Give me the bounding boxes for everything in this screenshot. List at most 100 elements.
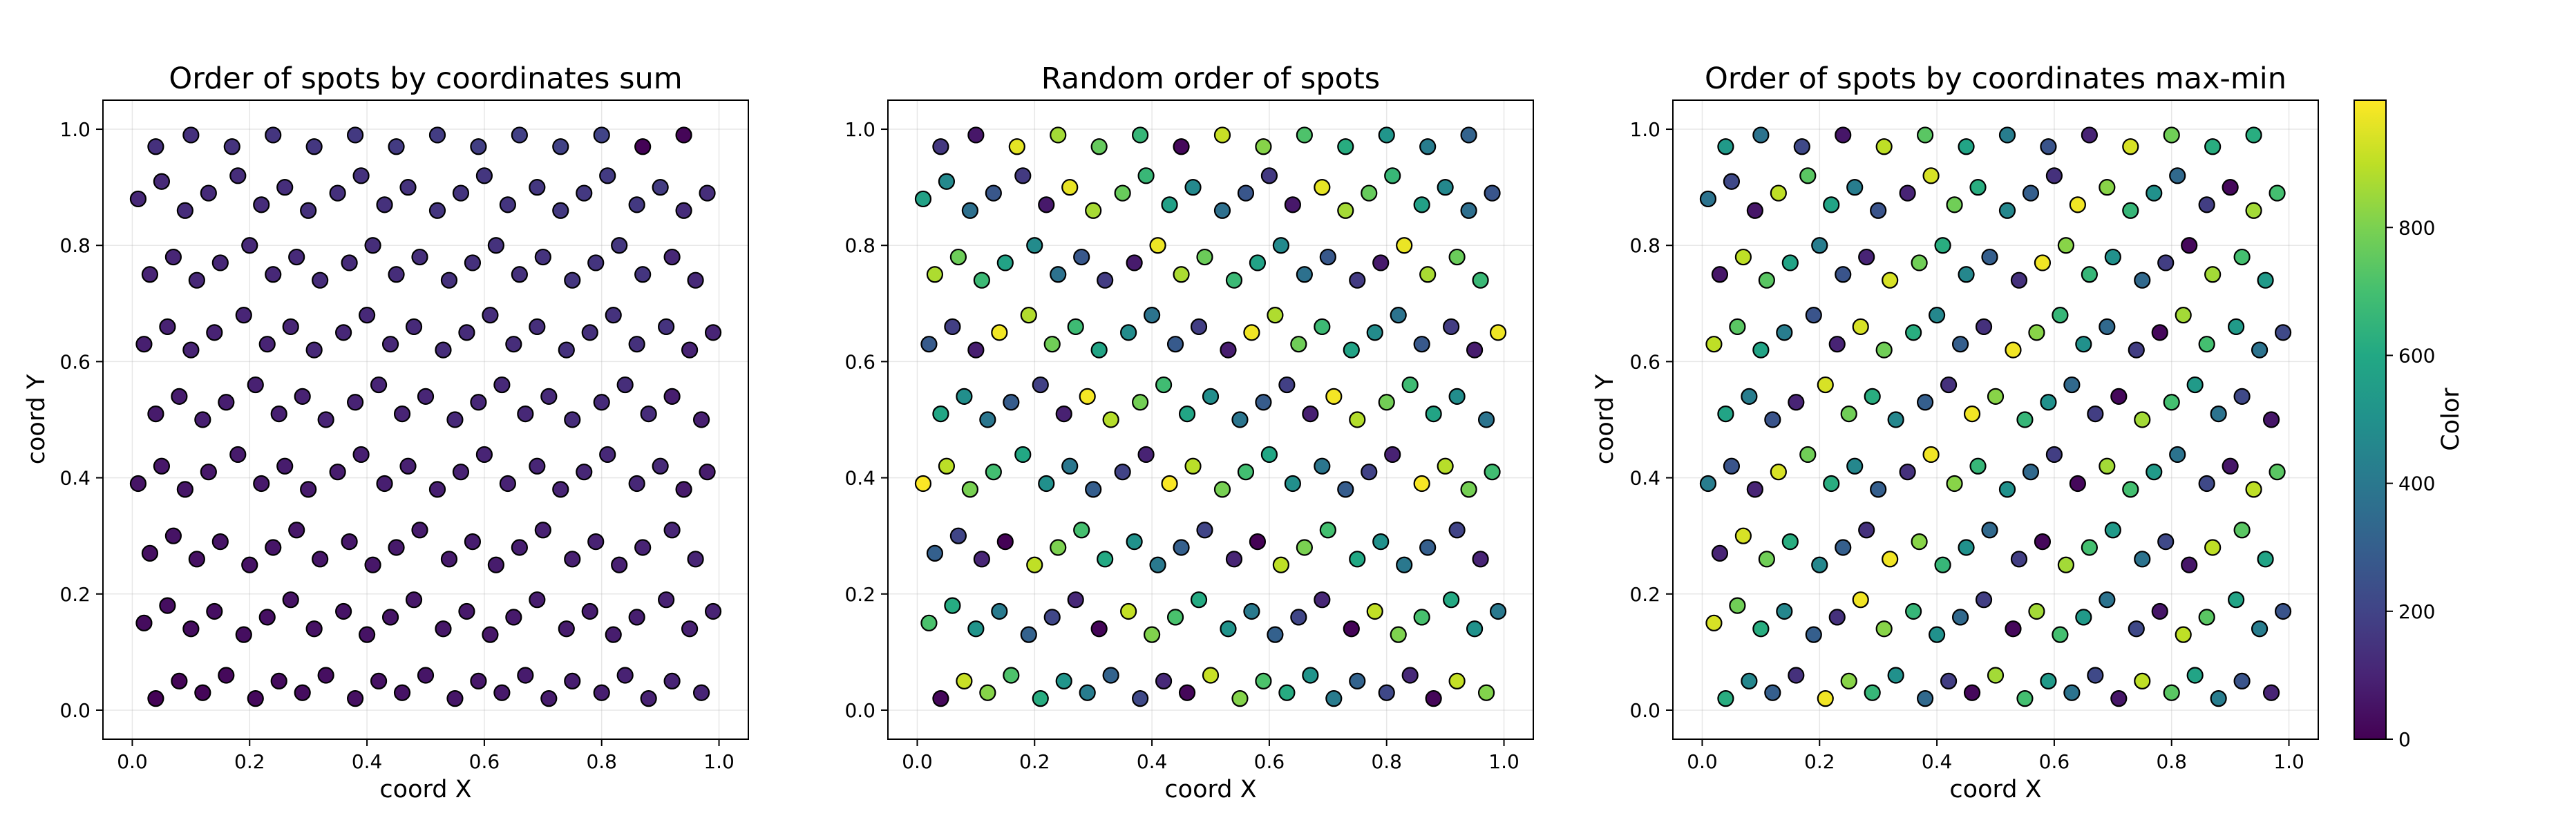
scatter-point xyxy=(305,138,323,155)
scatter-point xyxy=(932,690,949,707)
scatter-point xyxy=(564,271,581,289)
scatter-point xyxy=(1314,179,1331,196)
scatter-point xyxy=(1917,126,1934,144)
scatter-point xyxy=(581,324,598,341)
scatter-point xyxy=(1361,464,1378,481)
scatter-point xyxy=(335,602,352,620)
scatter-point xyxy=(2134,672,2151,690)
scatter-point xyxy=(1705,614,1723,631)
scatter-point xyxy=(1484,184,1501,202)
scatter-point xyxy=(1870,202,1887,219)
scatter-point xyxy=(2233,388,2251,405)
scatter-point xyxy=(1717,690,1734,707)
scatter-point xyxy=(991,324,1008,341)
scatter-point xyxy=(1788,394,1805,411)
scatter-point xyxy=(1014,446,1032,464)
scatter-point xyxy=(2198,609,2215,626)
scatter-point xyxy=(2075,336,2092,353)
scatter-point xyxy=(529,457,546,475)
scatter-point xyxy=(1284,196,1301,213)
scatter-point xyxy=(1840,405,1857,423)
scatter-point xyxy=(2262,411,2280,428)
scatter-point xyxy=(1302,405,1319,423)
scatter-point xyxy=(1143,307,1161,324)
scatter-point xyxy=(182,620,200,638)
scatter-point xyxy=(487,556,504,573)
scatter-point xyxy=(1390,307,1407,324)
scatter-point xyxy=(1378,394,1395,411)
scatter-point xyxy=(973,271,990,289)
scatter-point xyxy=(2122,481,2139,498)
scatter-point xyxy=(2157,533,2175,551)
scatter-point xyxy=(1770,184,1787,202)
scatter-point xyxy=(505,336,522,353)
scatter-point xyxy=(411,522,428,539)
scatter-point xyxy=(1137,167,1155,184)
scatter-point xyxy=(1864,388,1881,405)
scatter-point xyxy=(1817,376,1834,394)
scatter-point xyxy=(1278,684,1296,701)
scatter-point xyxy=(464,254,482,271)
scatter-point xyxy=(1770,464,1787,481)
scatter-point xyxy=(2087,667,2104,684)
y-tick-label: 0.2 xyxy=(844,583,875,606)
scatter-point xyxy=(552,481,569,498)
scatter-point xyxy=(1799,446,1817,464)
scatter-point xyxy=(1378,684,1395,701)
scatter-point xyxy=(1958,138,1975,155)
scatter-point xyxy=(967,126,985,144)
scatter-point xyxy=(2016,411,2034,428)
scatter-point xyxy=(2128,341,2145,359)
scatter-point xyxy=(593,684,610,701)
scatter-point xyxy=(171,672,188,690)
scatter-point xyxy=(2157,254,2175,271)
scatter-point xyxy=(2099,457,2116,475)
scatter-point xyxy=(1272,556,1289,573)
scatter-point xyxy=(440,551,458,568)
scatter-point xyxy=(159,597,176,614)
colorbar-label: Color xyxy=(2437,388,2465,451)
scatter-point xyxy=(1337,138,1354,155)
scatter-point xyxy=(932,405,949,423)
scatter-point xyxy=(961,202,978,219)
scatter-point xyxy=(211,533,229,551)
scatter-point xyxy=(258,336,276,353)
scatter-point xyxy=(1717,405,1734,423)
scatter-point xyxy=(1325,690,1343,707)
scatter-point xyxy=(1050,539,1067,556)
scatter-point xyxy=(1998,481,2016,498)
scatter-point xyxy=(2233,522,2251,539)
scatter-point xyxy=(2040,672,2057,690)
scatter-point xyxy=(1290,336,1307,353)
scatter-point xyxy=(1314,591,1331,609)
scatter-point xyxy=(692,411,710,428)
scatter-point xyxy=(475,446,493,464)
scatter-point xyxy=(329,464,346,481)
scatter-point xyxy=(482,307,499,324)
scatter-point xyxy=(1126,533,1143,551)
scatter-point xyxy=(1155,672,1173,690)
scatter-point xyxy=(1729,318,1746,336)
scatter-point xyxy=(247,690,264,707)
scatter-point xyxy=(1055,405,1072,423)
scatter-point xyxy=(529,591,546,609)
scatter-point xyxy=(1723,173,1741,190)
plot-frame xyxy=(887,99,1534,740)
scatter-point xyxy=(1401,667,1419,684)
scatter-point xyxy=(1173,539,1190,556)
scatter-point xyxy=(2069,196,2086,213)
scatter-point xyxy=(1220,341,1237,359)
scatter-point xyxy=(985,184,1002,202)
scatter-point xyxy=(1102,411,1119,428)
y-ticks: 0.0 0.2 0.4 0.6 0.8 1.0 xyxy=(1629,118,1673,722)
scatter-point xyxy=(159,318,176,336)
scatter-point xyxy=(341,533,358,551)
scatter-point xyxy=(1143,626,1161,643)
scatter-point xyxy=(1911,254,1928,271)
scatter-point xyxy=(1975,591,1993,609)
scatter-point xyxy=(991,602,1008,620)
scatter-point xyxy=(487,237,504,254)
scatter-point xyxy=(1349,551,1366,568)
scatter-point xyxy=(675,126,692,144)
scatter-point xyxy=(294,388,311,405)
